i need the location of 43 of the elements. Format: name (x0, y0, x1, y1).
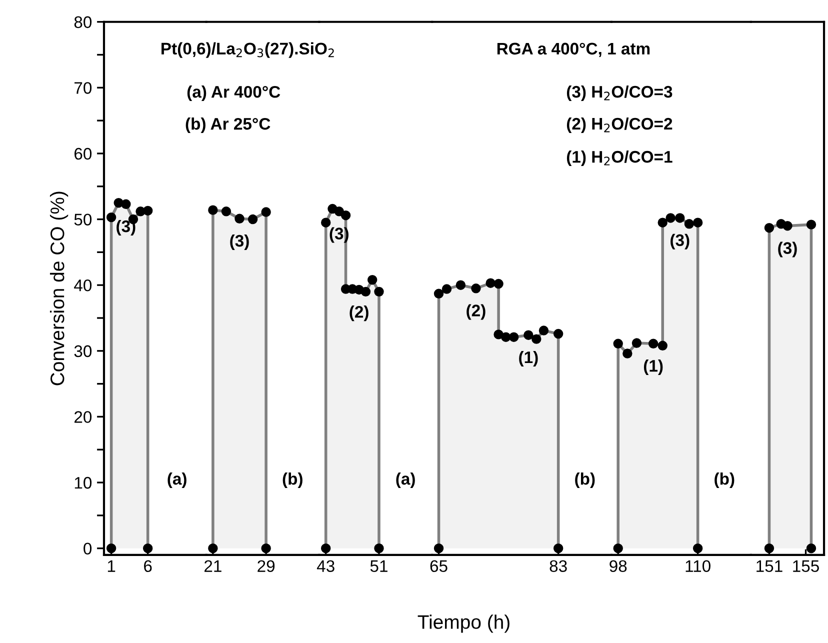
y-axis-title: Conversion de CO (%) (50, 192, 68, 386)
y-tick-label: 80 (74, 16, 92, 28)
y-tick-label: 40 (74, 279, 92, 292)
y-tick-label: 60 (74, 148, 92, 160)
annotation: (b) (575, 472, 595, 488)
annotation: (b) Ar 25°C (186, 118, 270, 134)
y-tick-label: 20 (74, 411, 92, 423)
annotation: (3) (778, 242, 797, 258)
annotation: (a) (168, 472, 186, 488)
x-tick-label: 51 (370, 560, 388, 572)
x-tick-label: 155 (793, 560, 819, 572)
x-tick-label: 6 (144, 560, 152, 572)
annotation: (a) Ar 400°C (187, 86, 280, 102)
annotation: (2) H$_{2}$O/CO=2 (566, 117, 672, 133)
y-tick-label: 10 (74, 476, 92, 489)
annotation: (2) (466, 304, 486, 320)
y-tick-label: 70 (74, 82, 92, 94)
annotation: (1) (519, 350, 538, 366)
annotation: (3) H$_{2}$O/CO=3 (566, 85, 672, 101)
annotation: (b) (282, 472, 302, 488)
y-tick-label: 30 (74, 345, 92, 358)
annotation: (3) (230, 234, 249, 250)
y-tick-label: 0 (84, 542, 92, 555)
x-tick-label: 98 (610, 560, 627, 572)
annotation: (a) (396, 472, 415, 488)
annotation: (1) (644, 360, 663, 376)
annotation: (1) H$_{2}$O/CO=1 (566, 150, 672, 166)
y-tick-label: 50 (74, 214, 92, 226)
x-tick-label: 83 (550, 560, 567, 572)
annotation: RGA a 400°C, 1 atm (497, 42, 650, 58)
x-tick-label: 110 (686, 560, 710, 572)
annotation: (b) (714, 472, 734, 488)
x-tick-label: 1 (108, 560, 116, 572)
x-axis-title: Tiempo (h) (418, 614, 510, 633)
annotation: (2) (350, 306, 368, 322)
x-tick-label: 21 (204, 560, 222, 572)
x-tick-label: 29 (258, 560, 275, 572)
x-tick-label: 43 (316, 560, 334, 572)
annotation: (3) (670, 234, 690, 250)
x-tick-label: 151 (756, 560, 782, 572)
annotation: Pt(0,6)/La$_{2}$O$_{3}$(27).SiO$_{2}$ (162, 42, 334, 58)
annotation: (3) (330, 227, 348, 243)
x-tick-label: 65 (430, 560, 448, 572)
